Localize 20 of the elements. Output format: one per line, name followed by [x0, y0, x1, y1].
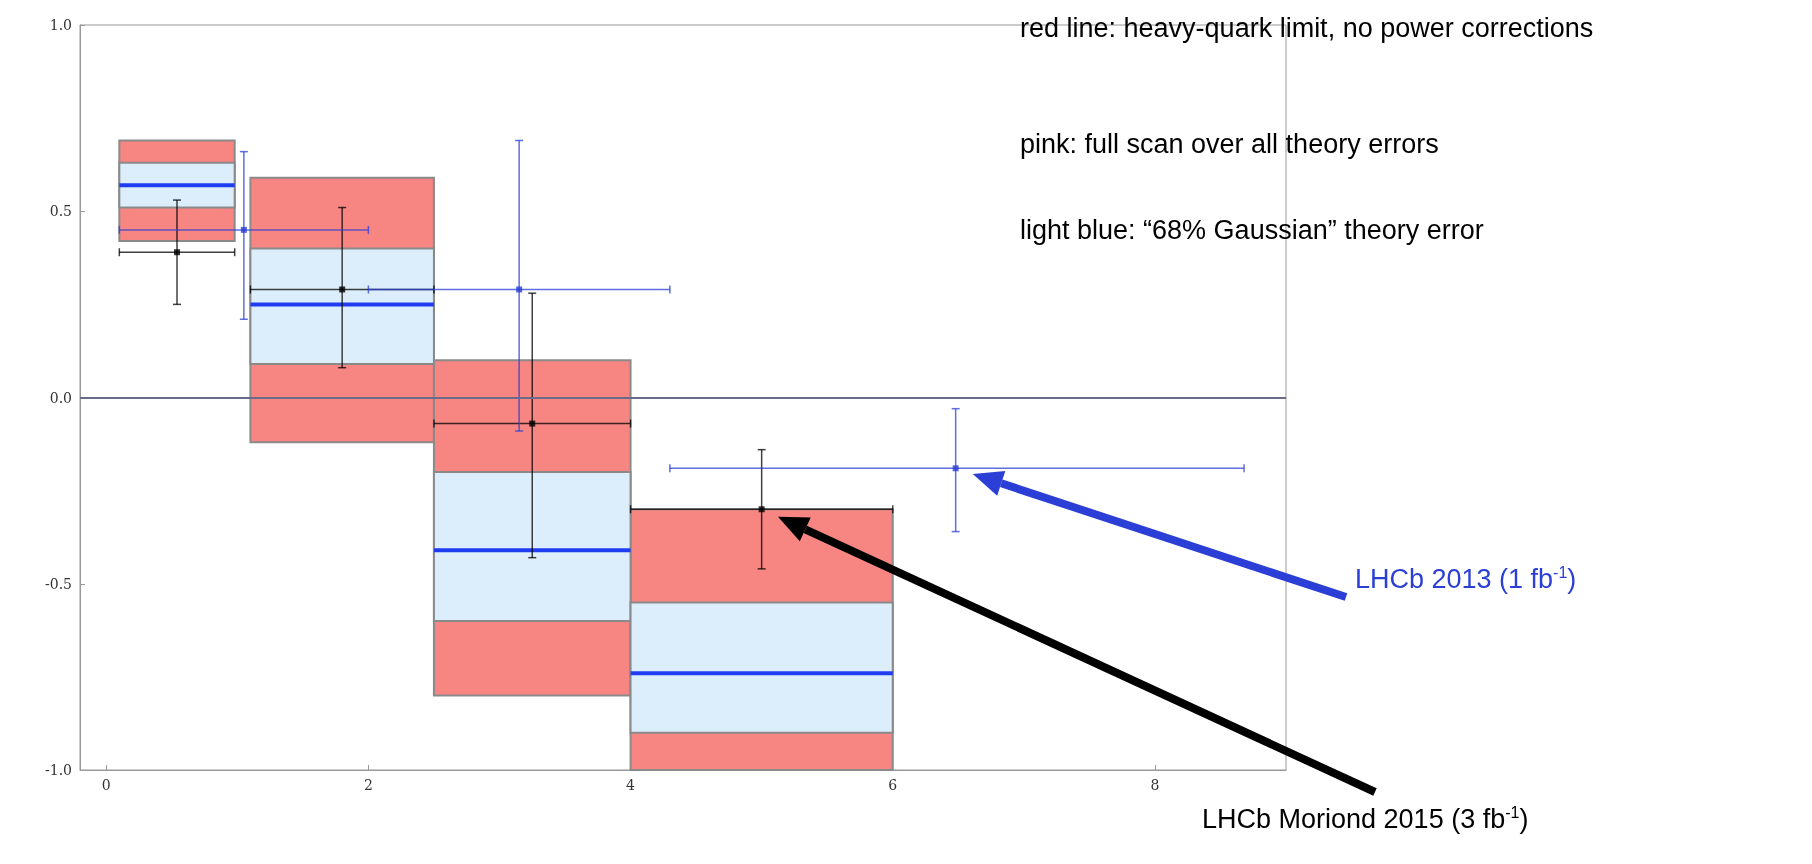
x-tick-label: 2 [363, 777, 373, 793]
x-tick-label: 4 [626, 777, 636, 793]
y-tick-label: -0.5 [45, 575, 72, 592]
y-tick-label: 1.0 [49, 17, 72, 33]
x-tick-label: 8 [1150, 777, 1160, 793]
y-tick-label: 0.0 [49, 389, 72, 406]
point [339, 286, 346, 293]
y-tick-label: -1.0 [45, 762, 72, 778]
annotation: light blue: “68% Gaussian” theory error [1020, 215, 1484, 245]
point [240, 226, 247, 233]
point [516, 286, 523, 293]
point [529, 420, 536, 427]
point [952, 465, 959, 472]
point [758, 506, 765, 513]
point [174, 249, 180, 256]
y-tick-label: 0.5 [49, 203, 72, 220]
x-tick-label: 0 [101, 777, 111, 793]
annotation: pink: full scan over all theory errors [1020, 129, 1439, 159]
x-tick-label: 6 [888, 777, 898, 793]
annotation: red line: heavy-quark limit, no power corrections [1020, 13, 1594, 43]
